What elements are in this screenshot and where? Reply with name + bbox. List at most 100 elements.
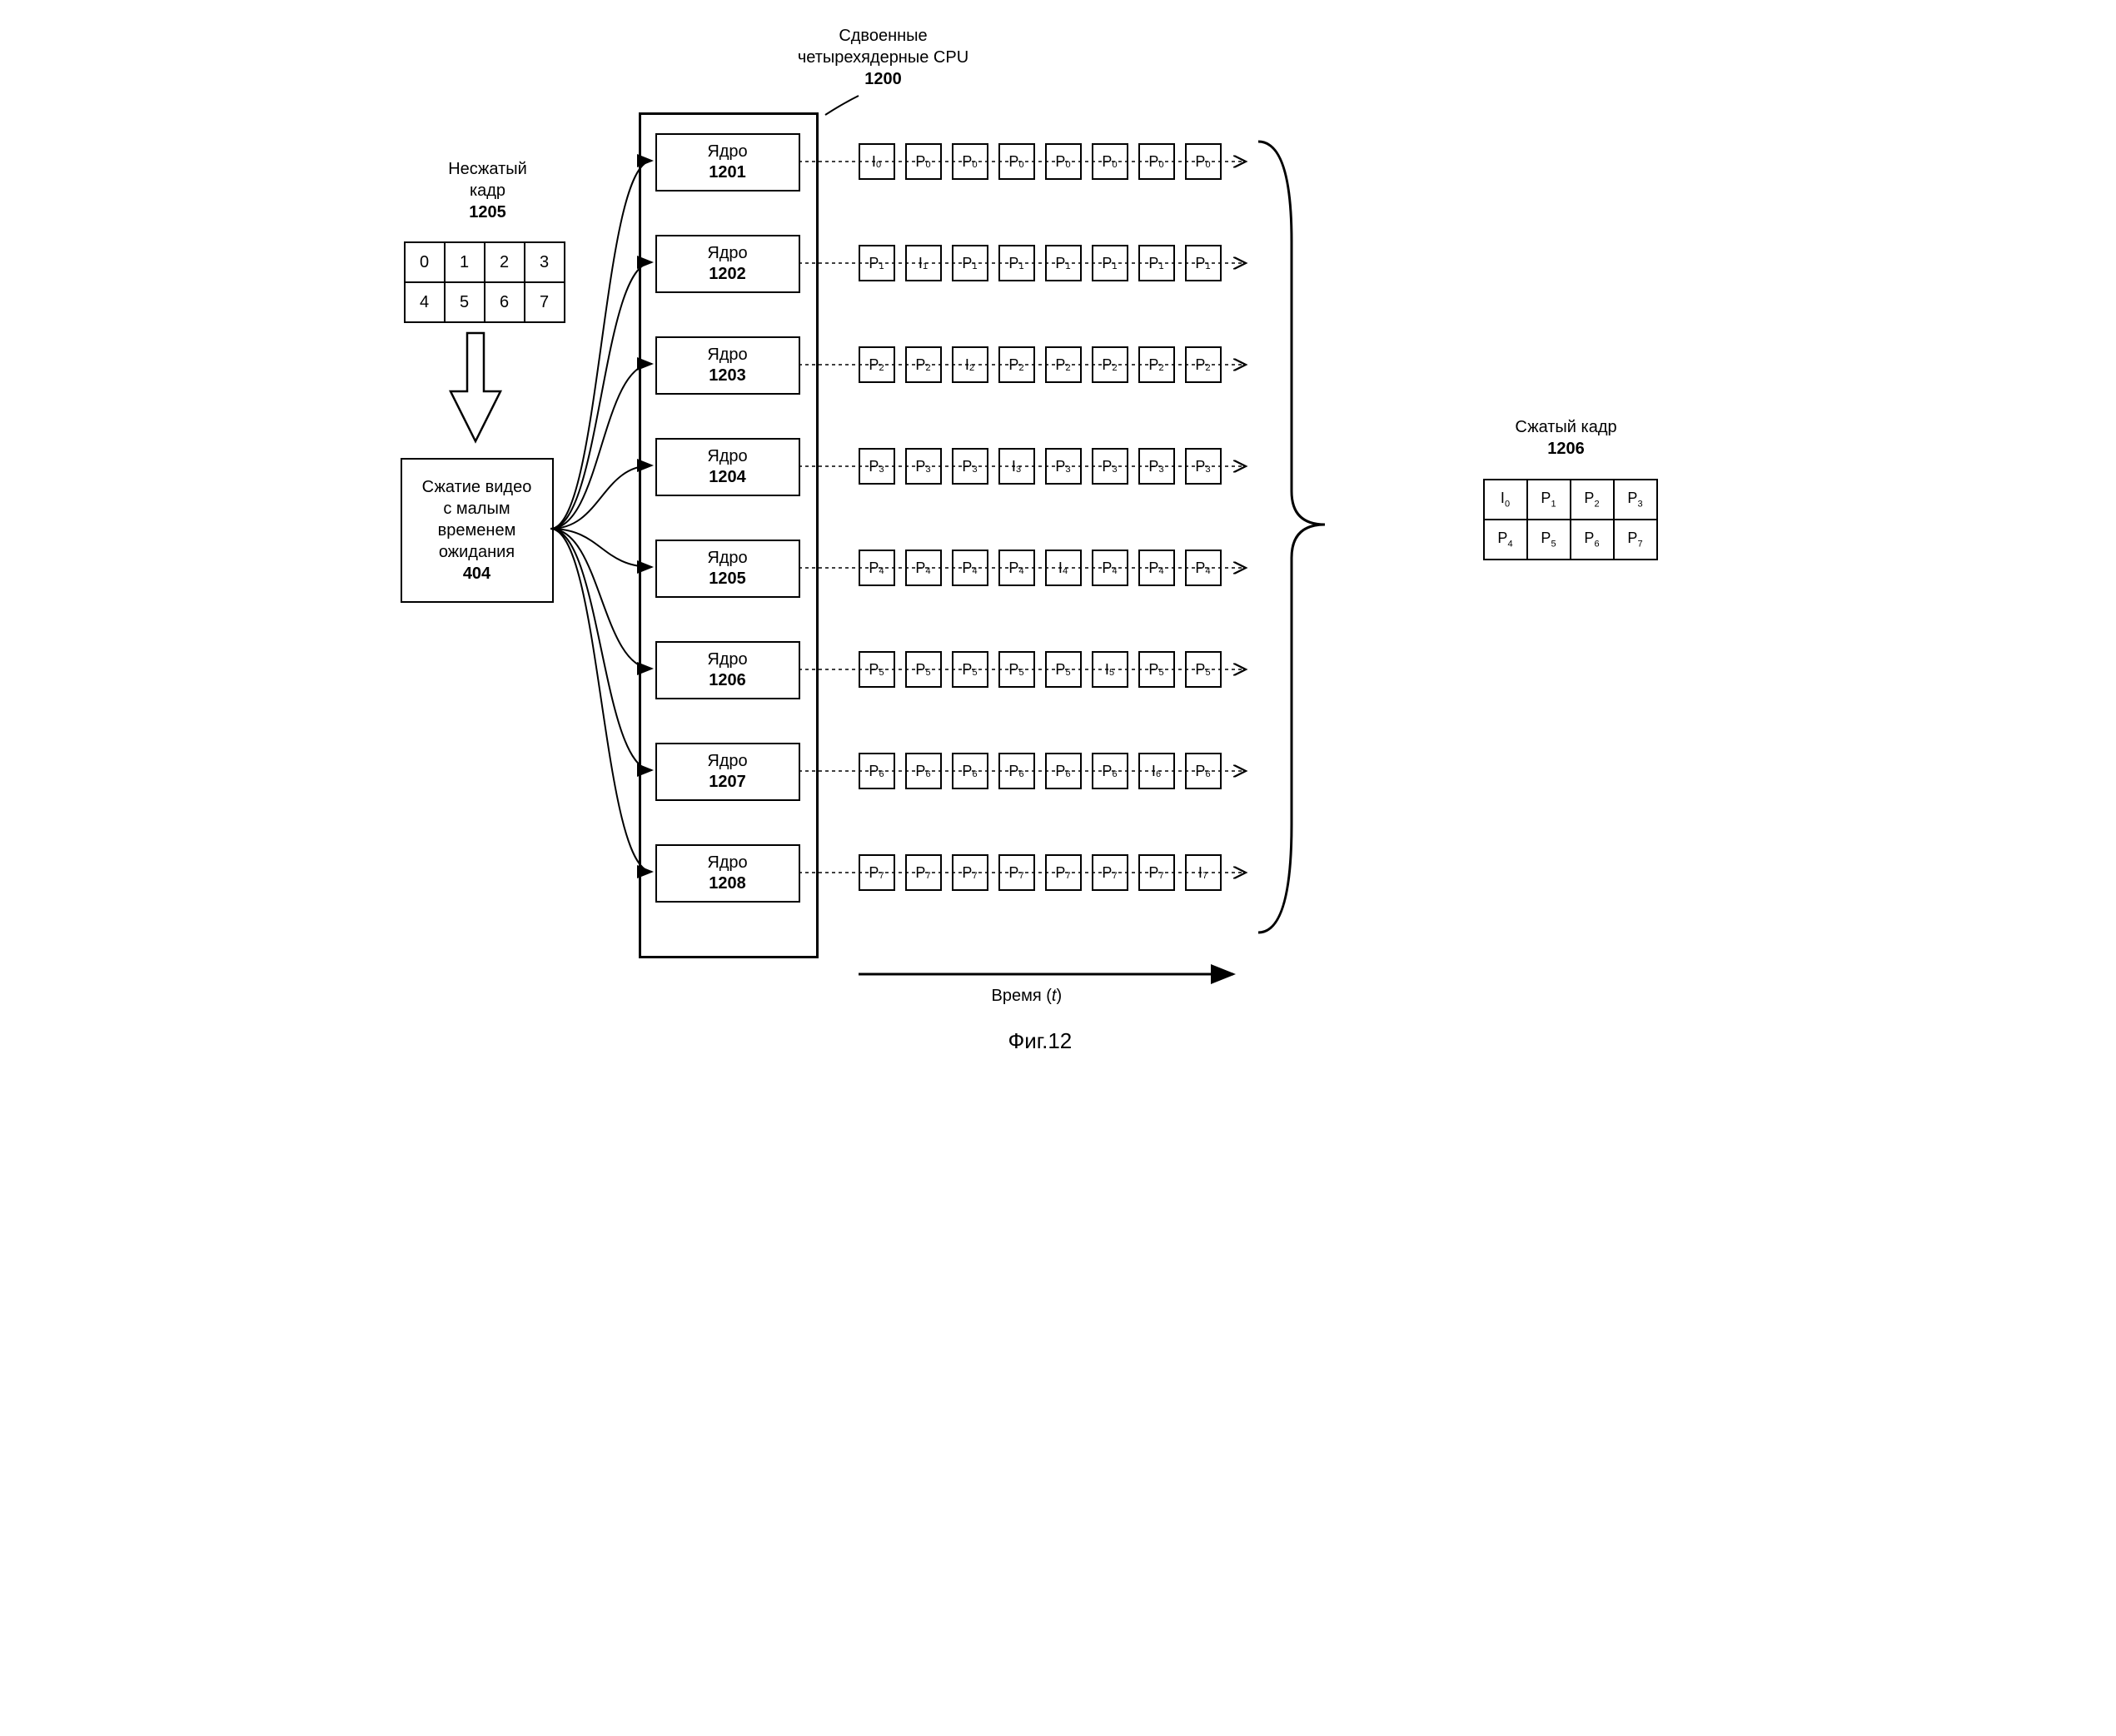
frame-cell: P4	[952, 550, 988, 586]
u-cell: 4	[405, 282, 445, 322]
frame-cell: I3	[998, 448, 1035, 485]
frame-cell: P3	[1138, 448, 1175, 485]
frame-cell: P6	[1045, 753, 1082, 789]
frame-cell: P0	[1138, 143, 1175, 180]
frame-cell: P4	[1138, 550, 1175, 586]
frame-cell: P5	[1045, 651, 1082, 688]
frame-cell: P6	[952, 753, 988, 789]
c-cell: I0	[1484, 480, 1527, 520]
frame-cell: P2	[1138, 346, 1175, 383]
u-cell: 7	[525, 282, 565, 322]
uncomp-l2: кадр	[470, 182, 505, 200]
compress-ref: 404	[463, 563, 490, 584]
frame-cell: I2	[952, 346, 988, 383]
c-cell: P5	[1527, 520, 1571, 560]
c-cell: P3	[1614, 480, 1657, 520]
frame-row: P1I1P1P1P1P1P1P1	[859, 245, 1222, 281]
frame-cell: I6	[1138, 753, 1175, 789]
u-cell: 1	[445, 242, 485, 282]
uncompressed-label: Несжатый кадр 1205	[430, 158, 546, 223]
frame-cell: P7	[859, 854, 895, 891]
frame-cell: P1	[952, 245, 988, 281]
frame-cell: P0	[1092, 143, 1128, 180]
u-cell: 6	[485, 282, 525, 322]
frame-cell: P2	[859, 346, 895, 383]
frame-cell: P2	[1092, 346, 1128, 383]
frame-cell: P3	[1185, 448, 1222, 485]
frame-cell: P0	[905, 143, 942, 180]
frame-cell: P7	[1138, 854, 1175, 891]
c-cell: P6	[1571, 520, 1614, 560]
core-box: Ядро1201	[655, 133, 800, 192]
frame-cell: P5	[1185, 651, 1222, 688]
frame-cell: P3	[1045, 448, 1082, 485]
frame-row: P3P3P3I3P3P3P3P3	[859, 448, 1222, 485]
frame-cell: I1	[905, 245, 942, 281]
frame-cell: P5	[1138, 651, 1175, 688]
frame-cell: P4	[998, 550, 1035, 586]
frame-cell: P2	[905, 346, 942, 383]
frame-cell: P7	[905, 854, 942, 891]
frame-cell: P1	[1138, 245, 1175, 281]
frame-cell: P5	[998, 651, 1035, 688]
cpu-title-ref: 1200	[864, 70, 902, 88]
cpu-title-l2: четырехядерные CPU	[798, 48, 968, 67]
c-cell: P1	[1527, 480, 1571, 520]
frame-cell: P5	[859, 651, 895, 688]
compressed-grid: I0 P1 P2 P3 P4 P5 P6 P7	[1483, 479, 1658, 560]
frame-cell: P0	[1045, 143, 1082, 180]
time-axis-label: Время (t)	[992, 987, 1063, 1006]
core-box: Ядро1203	[655, 336, 800, 395]
u-cell: 0	[405, 242, 445, 282]
c-cell: P7	[1614, 520, 1657, 560]
frame-cell: P3	[905, 448, 942, 485]
frame-row: P4P4P4P4I4P4P4P4	[859, 550, 1222, 586]
frame-cell: P1	[859, 245, 895, 281]
frame-cell: P6	[859, 753, 895, 789]
frame-cell: P1	[1045, 245, 1082, 281]
frame-row: P5P5P5P5P5I5P5P5	[859, 651, 1222, 688]
cpu-title-l1: Сдвоенные	[839, 27, 927, 45]
core-box: Ядро1205	[655, 540, 800, 598]
frame-cell: P6	[1092, 753, 1128, 789]
frame-cell: P6	[905, 753, 942, 789]
frame-cell: P2	[1185, 346, 1222, 383]
frame-cell: P1	[1092, 245, 1128, 281]
core-box: Ядро1202	[655, 235, 800, 293]
frame-row: P7P7P7P7P7P7P7I7	[859, 854, 1222, 891]
core-box: Ядро1207	[655, 743, 800, 801]
down-arrow-icon	[451, 333, 500, 441]
frame-cell: I4	[1045, 550, 1082, 586]
frame-cell: P4	[1185, 550, 1222, 586]
frame-cell: P3	[859, 448, 895, 485]
frame-cell: P6	[1185, 753, 1222, 789]
frame-cell: I7	[1185, 854, 1222, 891]
frame-row: I0P0P0P0P0P0P0P0	[859, 143, 1222, 180]
frame-row: P6 P6 P6 P6 P6 P6 I6 P6	[859, 753, 1222, 789]
comp-ref: 1206	[1547, 440, 1585, 458]
frame-cell: P7	[998, 854, 1035, 891]
brace-icon	[1258, 142, 1325, 933]
frame-cell: P5	[952, 651, 988, 688]
frame-cell: P3	[1092, 448, 1128, 485]
frame-cell: P6	[998, 753, 1035, 789]
u-cell: 5	[445, 282, 485, 322]
comp-title: Сжатый кадр	[1515, 418, 1616, 436]
cpu-title: Сдвоенные четырехядерные CPU 1200	[759, 25, 1008, 90]
frame-cell: I5	[1092, 651, 1128, 688]
core-box: Ядро1204	[655, 438, 800, 496]
frame-cell: P2	[1045, 346, 1082, 383]
frame-cell: P4	[1092, 550, 1128, 586]
compress-l3: временем	[438, 520, 516, 541]
figure-label: Фиг.12	[1008, 1028, 1073, 1054]
frame-cell: I0	[859, 143, 895, 180]
uncomp-ref: 1205	[469, 203, 506, 221]
frame-cell: P7	[952, 854, 988, 891]
frame-cell: P7	[1092, 854, 1128, 891]
frame-cell: P1	[1185, 245, 1222, 281]
c-cell: P4	[1484, 520, 1527, 560]
frame-cell: P2	[998, 346, 1035, 383]
compress-l1: Сжатие видео	[422, 476, 532, 498]
core-box: Ядро1208	[655, 844, 800, 903]
frame-cell: P4	[905, 550, 942, 586]
